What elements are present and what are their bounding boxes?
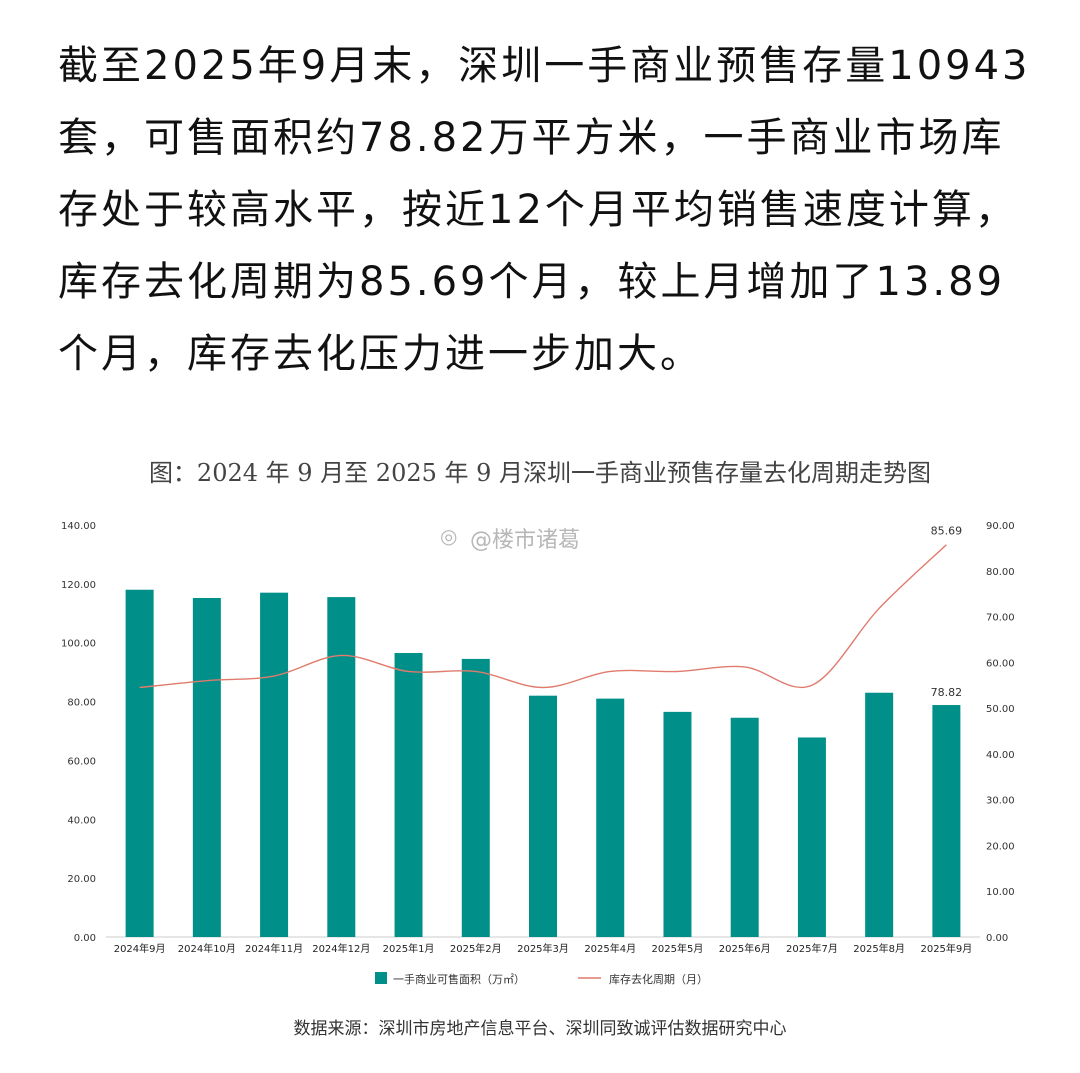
x-tick-label: 2025年4月 [584, 942, 636, 955]
legend-bar-swatch [375, 972, 387, 984]
y-left-tick-label: 120.00 [61, 580, 96, 591]
bar [260, 592, 289, 937]
bar [192, 597, 221, 937]
bar [529, 695, 557, 937]
x-tick-label: 2025年7月 [786, 942, 838, 955]
chart-svg: 0.00 20.00 40.00 60.00 80.00 100.00 120.00 140.… [61, 521, 1015, 986]
y-left-tick-label: 100.00 [61, 639, 96, 650]
bar [663, 711, 692, 937]
y-left-tick-label: 60.00 [67, 756, 96, 767]
bar-data-label: 78.82 [931, 686, 963, 699]
y-left-tick-label: 20.00 [67, 874, 96, 885]
bar [461, 658, 490, 937]
chart-container: 0.00 20.00 40.00 60.00 80.00 100.00 120.00 140.… [0, 500, 1080, 1020]
y-right-tick-label: 0.00 [986, 933, 1008, 944]
y-right-tick-label: 20.00 [986, 841, 1015, 852]
line-series [139, 544, 947, 689]
weibo-logo-icon: ◎ [440, 524, 458, 548]
y-right-tick-label: 40.00 [986, 750, 1015, 761]
x-tick-label: 2025年5月 [652, 942, 704, 955]
legend-bar-label: 一手商业可售面积（万㎡） [393, 972, 525, 986]
y-left-tick-label: 0.00 [74, 933, 96, 944]
x-tick-label: 2024年11月 [245, 942, 303, 955]
y-left-tick-label: 40.00 [67, 815, 96, 826]
x-tick-label: 2025年6月 [719, 942, 771, 955]
y-right-tick-label: 30.00 [986, 796, 1015, 807]
x-tick-label: 2025年8月 [853, 942, 905, 955]
y-right-tick-label: 10.00 [986, 887, 1015, 898]
bar [596, 698, 625, 937]
bar [730, 717, 759, 937]
x-tick-label: 2024年10月 [178, 942, 236, 955]
x-tick-label: 2025年3月 [517, 942, 569, 955]
watermark-text: @楼市诸葛 [470, 528, 581, 553]
x-tick-label: 2024年12月 [312, 942, 370, 955]
bar [797, 737, 826, 937]
intro-paragraph: 截至2025年9月末，深圳一手商业预售存量10943套，可售面积约78.82万平… [58, 43, 1031, 377]
line-data-label: 85.69 [931, 525, 963, 538]
y-right-tick-label: 50.00 [986, 704, 1015, 715]
legend-line-label: 库存去化周期（月） [609, 972, 708, 986]
bar [327, 597, 356, 937]
x-tick-label: 2025年2月 [450, 942, 502, 955]
y-left-tick-label: 80.00 [67, 698, 96, 709]
bar [932, 705, 961, 937]
y-right-tick-label: 60.00 [986, 658, 1015, 669]
x-tick-label: 2024年9月 [114, 942, 166, 955]
data-source: 数据来源：深圳市房地产信息平台、深圳同致诚评估数据研究中心 [293, 1019, 787, 1039]
chart-title: 图：2024 年 9 月至 2025 年 9 月深圳一手商业预售存量去化周期走势… [148, 459, 932, 487]
y-right-tick-label: 80.00 [986, 567, 1015, 578]
x-tick-label: 2025年9月 [920, 942, 972, 955]
bar [865, 692, 894, 937]
x-tick-label: 2025年1月 [383, 942, 435, 955]
y-right-tick-label: 70.00 [986, 613, 1015, 624]
y-left-tick-label: 140.00 [61, 521, 96, 532]
bar [394, 653, 423, 937]
y-right-tick-label: 90.00 [986, 521, 1015, 532]
bar [125, 589, 154, 937]
